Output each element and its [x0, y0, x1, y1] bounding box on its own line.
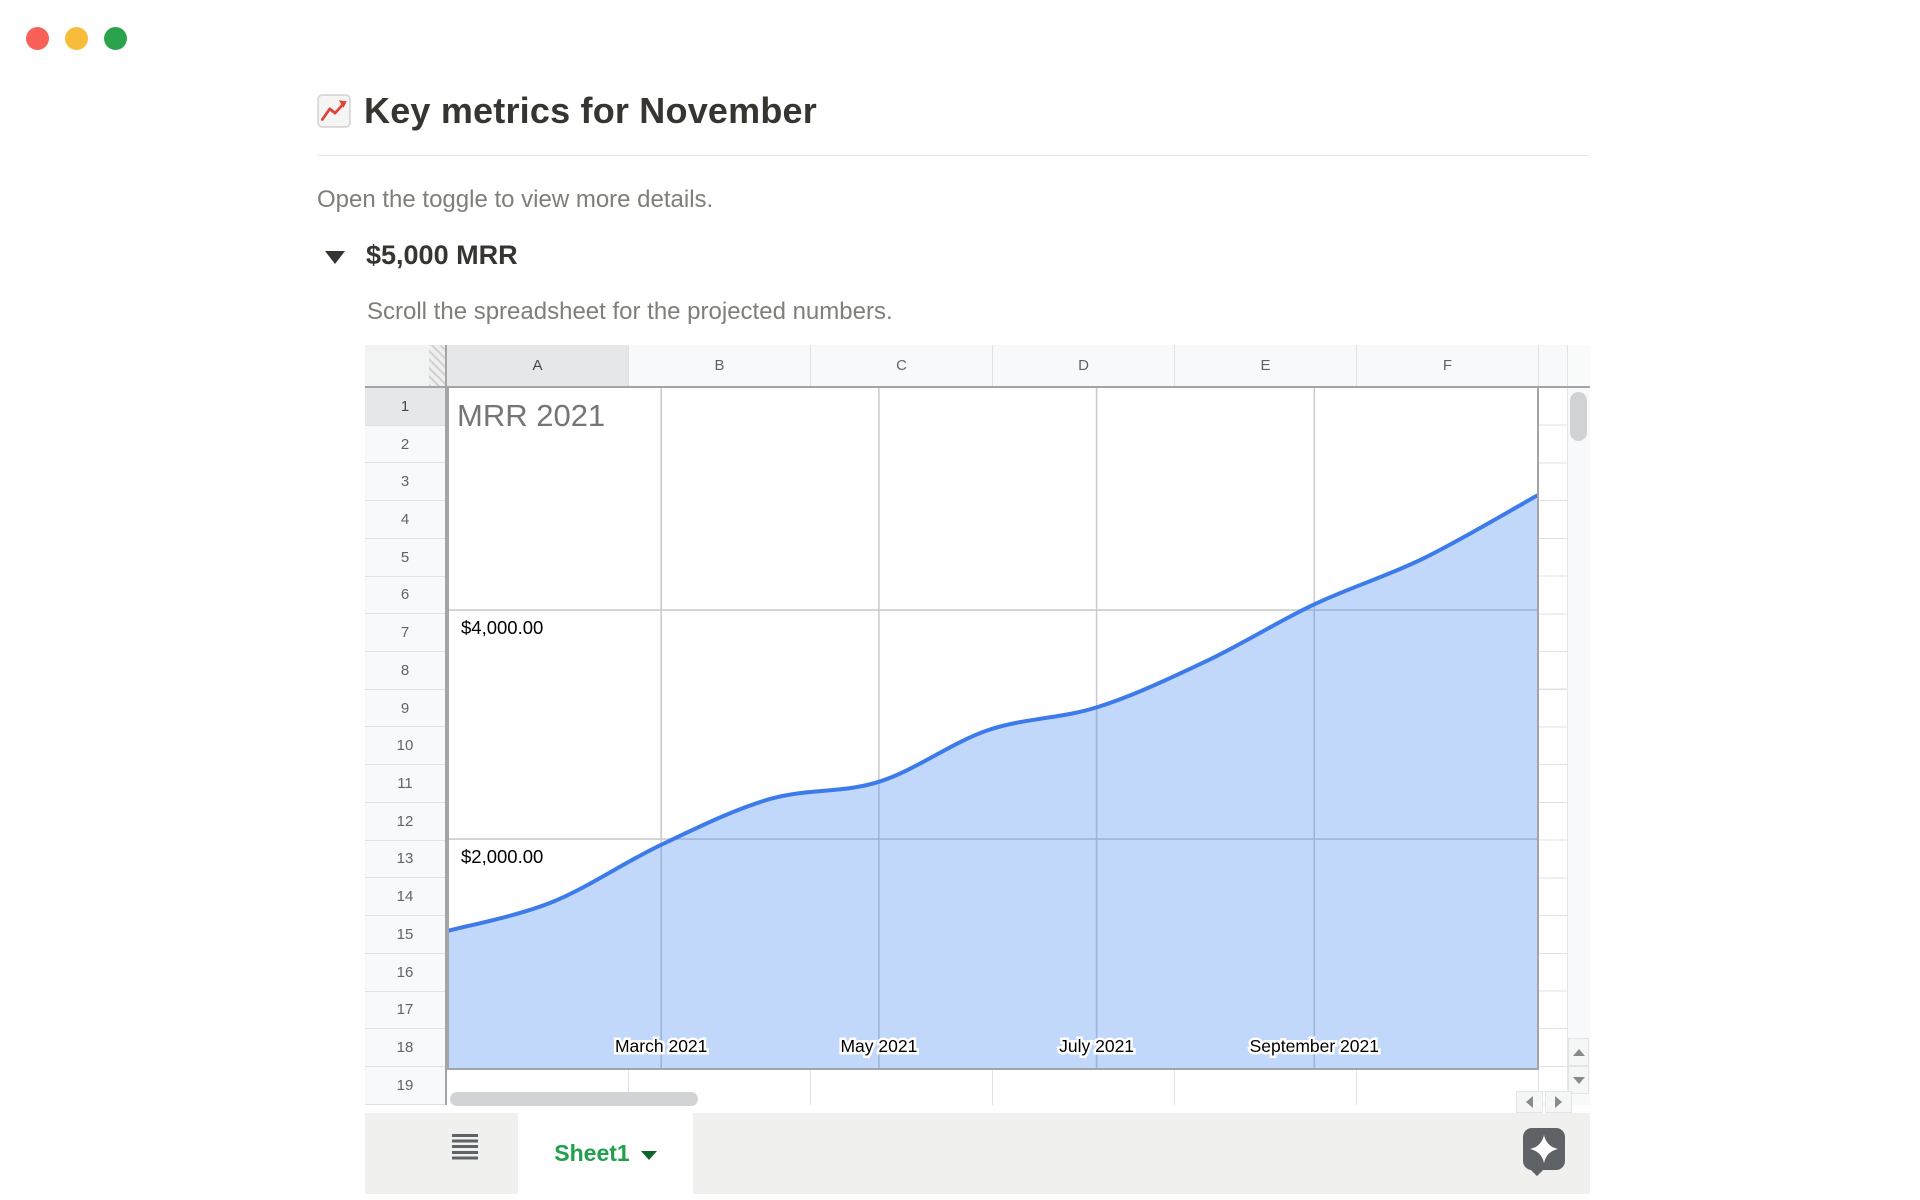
x-axis-label: September 2021 — [1250, 1036, 1379, 1056]
window-minimize-button[interactable] — [65, 27, 88, 50]
y-axis-label: $2,000.00 — [461, 846, 543, 867]
vertical-scrollbar-thumb[interactable] — [1570, 392, 1587, 441]
row-header-5[interactable]: 5 — [365, 538, 445, 577]
scroll-down-button[interactable] — [1568, 1066, 1589, 1094]
grid-cells-right[interactable] — [1539, 388, 1567, 1105]
scrollbar-cap — [1567, 345, 1590, 386]
triangle-right-icon — [1555, 1096, 1562, 1108]
page-title: Key metrics for November — [364, 90, 817, 131]
select-all-corner[interactable] — [365, 345, 445, 386]
row-header-8[interactable]: 8 — [365, 652, 445, 690]
row-header-4[interactable]: 4 — [365, 501, 445, 539]
sheet-tab-label: Sheet1 — [554, 1140, 630, 1166]
area-fill — [449, 495, 1537, 1068]
scroll-up-button[interactable] — [1568, 1038, 1589, 1066]
column-header-D[interactable]: D — [993, 345, 1175, 386]
window-close-button[interactable] — [26, 27, 49, 50]
row-header-10[interactable]: 10 — [365, 727, 445, 766]
row-header-12[interactable]: 12 — [365, 802, 445, 841]
y-axis-label: $4,000.00 — [461, 617, 543, 638]
triangle-up-icon — [1572, 1048, 1585, 1056]
row-header-16[interactable]: 16 — [365, 953, 445, 992]
page-divider — [317, 155, 1588, 156]
explore-button[interactable] — [1523, 1128, 1565, 1170]
sparkle-star-icon — [1530, 1135, 1558, 1163]
horizontal-scrollbar-thumb[interactable] — [450, 1092, 698, 1106]
triangle-down-icon — [1572, 1076, 1585, 1084]
chart-increasing-emoji-icon — [317, 94, 351, 128]
page-subtitle: Open the toggle to view more details. — [317, 186, 714, 213]
scroll-right-button[interactable] — [1545, 1091, 1572, 1113]
series-line — [447, 493, 1539, 933]
row-header-7[interactable]: 7 — [365, 614, 445, 653]
mrr-area-chart: MRR 2021 $4,000.00 $2,000.00 March 2021 May … — [447, 388, 1539, 1068]
frozen-column-divider — [445, 345, 447, 1105]
row-header-2[interactable]: 2 — [365, 425, 445, 464]
vertical-scrollbar-track[interactable] — [1567, 388, 1590, 1105]
column-header-C[interactable]: C — [811, 345, 993, 386]
toggle-label: $5,000 MRR — [366, 240, 518, 270]
window-zoom-button[interactable] — [104, 27, 127, 50]
row-header-18[interactable]: 18 — [365, 1029, 445, 1067]
row-header-11[interactable]: 11 — [365, 765, 445, 803]
x-axis-label: March 2021 — [615, 1036, 707, 1056]
page-title-row: Key metrics for November — [317, 90, 817, 132]
sheet-tab[interactable]: Sheet1 — [518, 1113, 693, 1194]
row-header-15[interactable]: 15 — [365, 916, 445, 954]
row-header-3[interactable]: 3 — [365, 463, 445, 502]
column-header-B[interactable]: B — [629, 345, 811, 386]
scroll-left-button[interactable] — [1516, 1091, 1543, 1113]
row-header-9[interactable]: 9 — [365, 689, 445, 728]
toggle-block[interactable]: $5,000 MRR — [325, 240, 518, 271]
sheet-tab-dropdown-icon[interactable] — [640, 1150, 657, 1160]
column-header-A[interactable]: A — [447, 345, 629, 386]
row-header-6[interactable]: 6 — [365, 576, 445, 615]
toggle-body-text: Scroll the spreadsheet for the projected… — [367, 298, 893, 325]
row-header-17[interactable]: 17 — [365, 991, 445, 1030]
row-header-1[interactable]: 1 — [365, 388, 445, 426]
row-header-14[interactable]: 14 — [365, 878, 445, 917]
column-header-partial[interactable] — [1539, 345, 1567, 386]
all-sheets-menu-button hamburger-icon[interactable] — [452, 1134, 478, 1160]
sheet-tab-bar: Sheet1 — [365, 1113, 1590, 1194]
toggle-open-icon[interactable] — [325, 250, 345, 264]
x-axis-label: May 2021 — [840, 1036, 917, 1056]
column-header-F[interactable]: F — [1357, 345, 1539, 386]
row-header-19[interactable]: 19 — [365, 1066, 445, 1105]
embedded-chart[interactable]: MRR 2021 $4,000.00 $2,000.00 March 2021 May … — [447, 386, 1539, 1070]
chart-title: MRR 2021 — [457, 398, 605, 433]
row-header-13[interactable]: 13 — [365, 840, 445, 879]
x-axis-label: July 2021 — [1059, 1036, 1134, 1056]
column-header-E[interactable]: E — [1175, 345, 1357, 386]
triangle-left-icon — [1526, 1096, 1533, 1108]
